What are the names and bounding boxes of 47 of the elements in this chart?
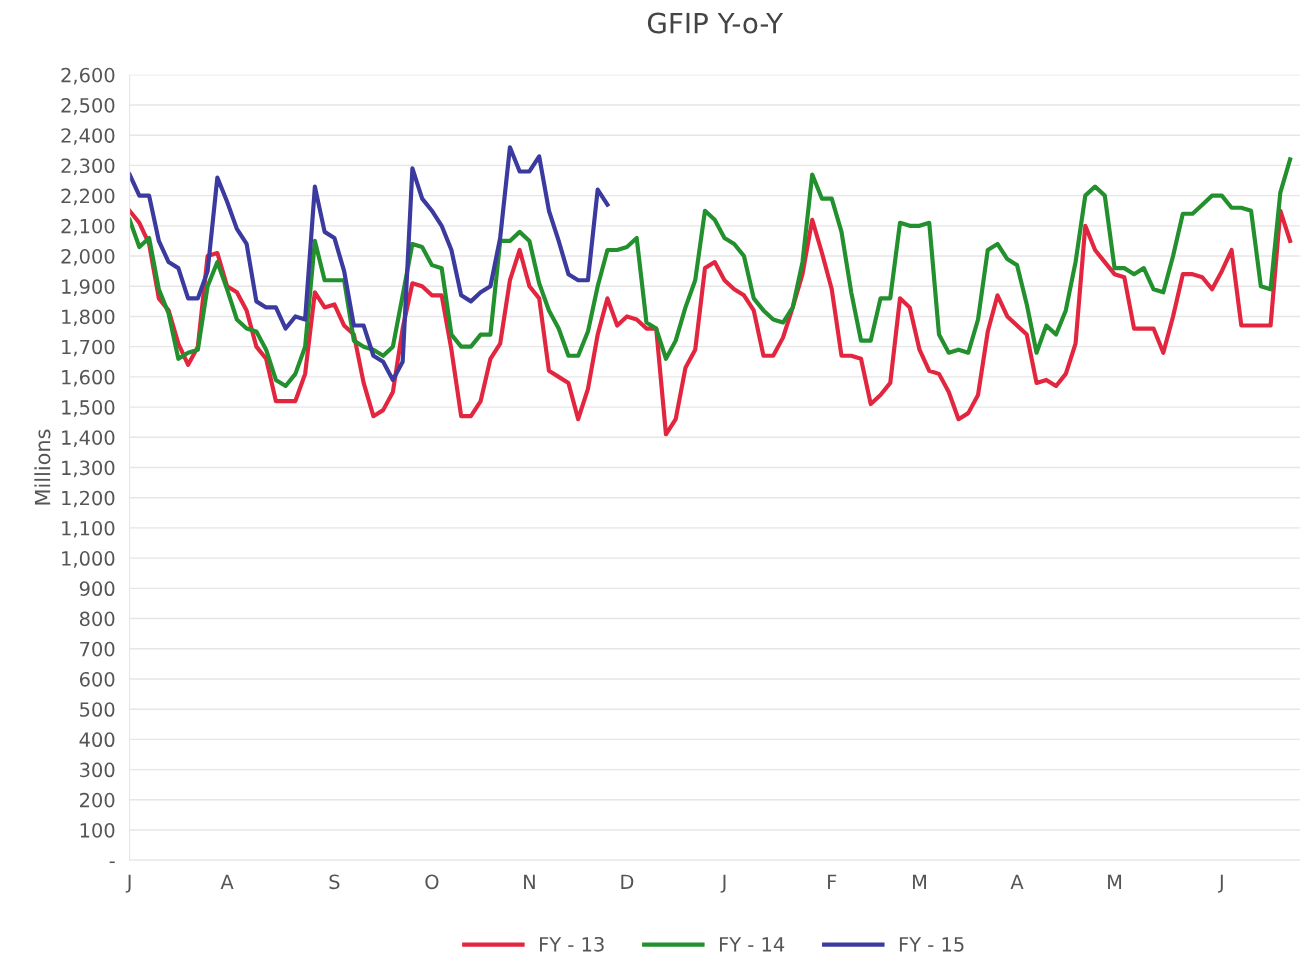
y-tick-label: 1,900	[62, 279, 115, 296]
y-tick-label: -	[109, 861, 115, 864]
y-tick-label: 2,100	[61, 218, 115, 236]
y-tick-label: 2,400	[61, 128, 115, 145]
y-tick-label: 1,000	[62, 551, 115, 568]
y-tick-label: 500	[80, 702, 115, 717]
legend-label: FY - 14	[719, 937, 785, 952]
y-tick-label: 700	[80, 641, 115, 657]
y-tick-label: 1,400	[62, 430, 115, 447]
legend-label: FY - 13	[540, 936, 604, 952]
y-tick-label: 1,700	[62, 339, 115, 357]
y-tick-label: 1,800	[62, 309, 115, 327]
y-tick-label: 300	[80, 762, 115, 778]
y-tick-label: 2,000	[61, 249, 115, 266]
y-tick-label: 2,300	[61, 158, 115, 176]
legend-label: FY - 15	[899, 937, 964, 952]
y-tick-label: 800	[79, 611, 115, 627]
y-tick-label: 1,500	[62, 400, 115, 417]
y-tick-label: 1,100	[62, 520, 115, 538]
y-tick-label: 400	[79, 732, 115, 748]
x-tick-label: M	[1108, 874, 1122, 889]
y-tick-label: 2,200	[61, 188, 115, 206]
line-series	[129, 157, 1293, 389]
y-tick-label: 100	[80, 822, 115, 838]
x-tick-label: A	[1010, 874, 1024, 889]
y-tick-label: 2,600	[61, 67, 115, 85]
x-tick-label: J	[1217, 874, 1223, 893]
x-tick-label: A	[220, 874, 234, 889]
x-tick-label: S	[329, 874, 340, 890]
x-tick-label: N	[524, 874, 535, 889]
line-series	[129, 208, 1293, 437]
y-tick-label: 1,200	[62, 490, 115, 508]
x-tick-label: O	[425, 874, 439, 890]
chart-title: GFIP Y-o-Y	[647, 12, 784, 34]
x-tick-label: D	[621, 874, 634, 889]
y-tick-label: 2,500	[61, 97, 115, 115]
y-tick-label: 900	[79, 581, 115, 597]
x-tick-label: M	[913, 874, 926, 889]
y-tick-label: 1,600	[62, 369, 115, 387]
y-axis-title: Millions	[34, 429, 51, 505]
y-tick-label: 600	[79, 671, 115, 687]
y-tick-label: 1,300	[62, 460, 115, 478]
y-tick-label: 200	[80, 792, 115, 808]
x-tick-label: J	[125, 874, 131, 893]
x-tick-label: J	[720, 874, 726, 893]
x-tick-label: F	[828, 874, 837, 889]
line-series	[129, 145, 610, 382]
